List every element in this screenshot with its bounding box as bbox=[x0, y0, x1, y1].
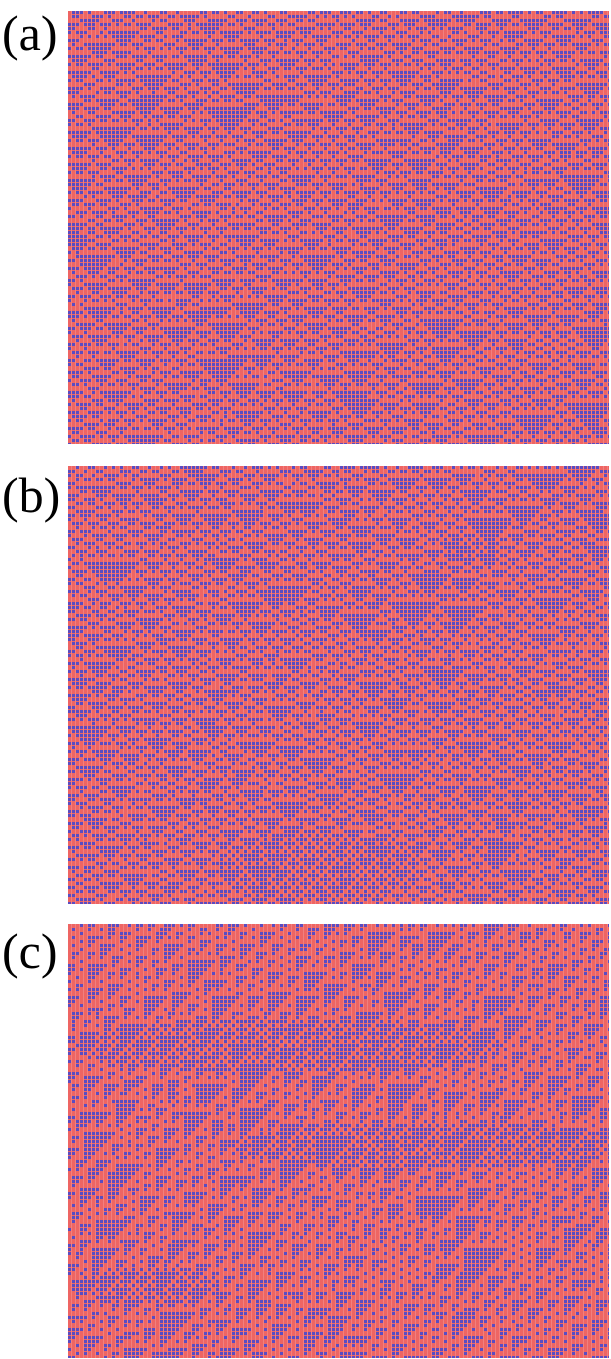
panel-label-c: (c) bbox=[2, 923, 58, 979]
cellular-automaton-panel-c bbox=[68, 924, 609, 1358]
cellular-automaton-panel-a bbox=[68, 11, 609, 444]
panel-label-b: (b) bbox=[2, 467, 61, 523]
cellular-automaton-panel-b bbox=[68, 466, 609, 904]
panel-label-a: (a) bbox=[2, 5, 58, 61]
